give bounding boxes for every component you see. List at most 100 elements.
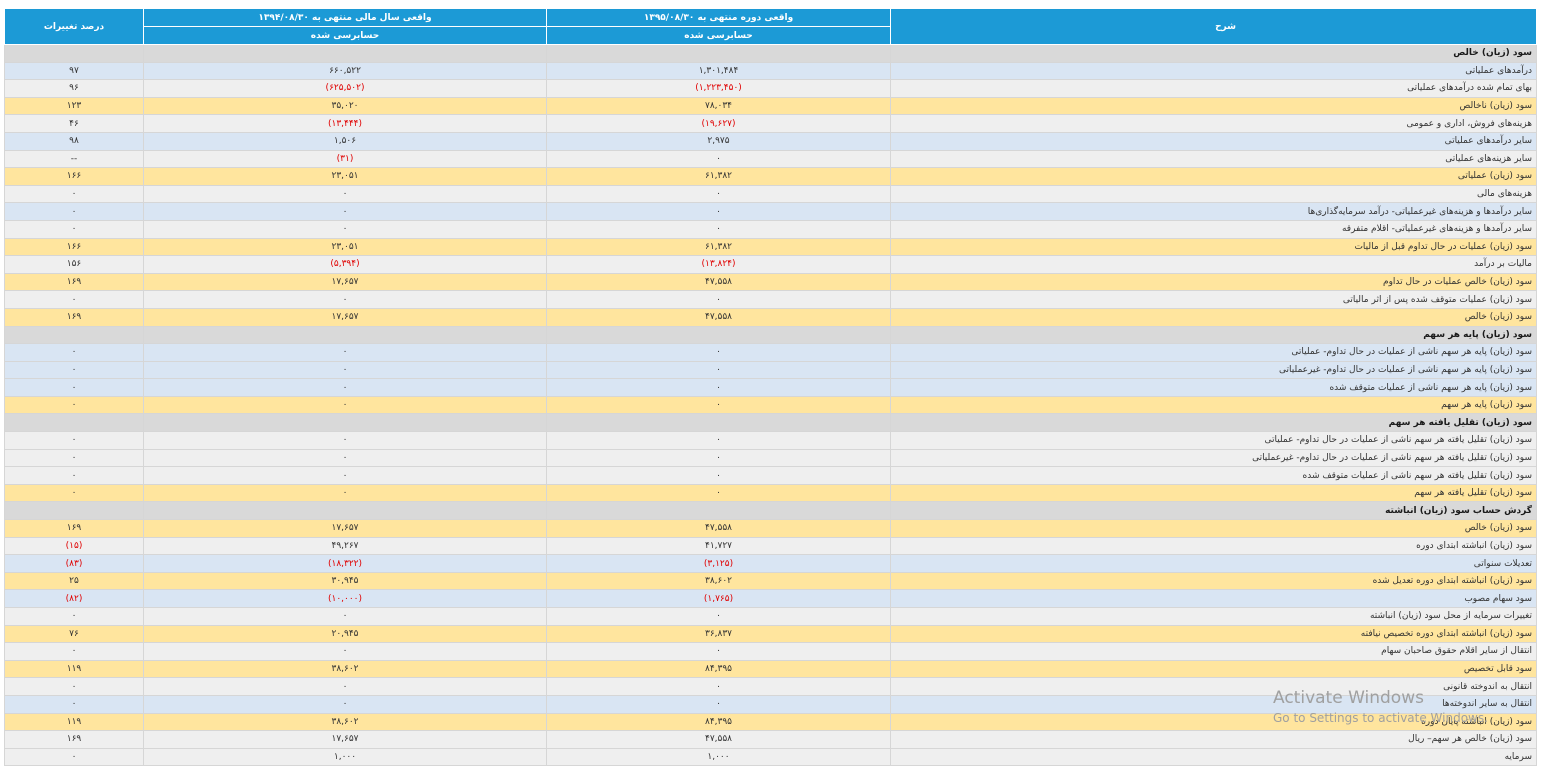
section-empty-col1 [546, 501, 891, 521]
table-row: هزینه‌های مالی ۰ ۰ ۰ [4, 184, 1537, 204]
table-header: شرح واقعی دوره منتهی به ۱۳۹۵/۰۸/۳۰ واقعی… [4, 8, 1537, 45]
row-description: سود (زیان) انباشته پایان دوره [890, 712, 1537, 732]
row-percent-change: ۱۱۹ [4, 659, 144, 679]
row-description: تعدیلات سنواتی [890, 554, 1537, 573]
row-value-period-1395: ۰ [546, 219, 891, 239]
row-percent-change: ۹۸ [4, 131, 144, 151]
row-description: سود (زیان) خالص هر سهم– ریال [890, 730, 1537, 749]
row-value-period-1395: ۰ [546, 378, 891, 397]
row-percent-change: ۴۶ [4, 114, 144, 133]
row-description: سود قابل تخصیص [890, 659, 1537, 679]
section-empty-col2 [143, 325, 547, 345]
row-description: سرمایه [890, 747, 1537, 767]
section-empty-col1 [546, 325, 891, 345]
row-value-period-1395: (۱,۲۲۳,۴۵۰) [546, 79, 891, 98]
row-description: سود (زیان) انباشته ابتدای دوره تعدیل شده [890, 571, 1537, 591]
row-description: سود (زیان) تقلیل یافته هر سهم [890, 483, 1537, 503]
table-row: سود (زیان) پایه هر سهم ناشی از عملیات در… [4, 360, 1537, 380]
section-empty-col1 [546, 44, 891, 63]
table-row: سود (زیان) ناخالص ۷۸,۰۳۴ ۳۵,۰۲۰ ۱۲۳ [4, 96, 1537, 116]
row-value-year-1394: ۳۰,۹۴۵ [143, 571, 547, 591]
table-row: سایر درآمدها و هزینه‌های غیرعملیاتی- درآ… [4, 202, 1537, 221]
table-row: سود (زیان) انباشته پایان دوره ۸۴,۳۹۵ ۳۸,۶۰… [4, 712, 1537, 732]
row-percent-change: ۹۷ [4, 61, 144, 81]
header-description: شرح [890, 8, 1537, 45]
row-value-period-1395: ۷۸,۰۳۴ [546, 96, 891, 116]
row-value-year-1394: ۲۳,۰۵۱ [143, 167, 547, 186]
table-row: سود (زیان) عملیات در حال تداوم قبل از ما… [4, 237, 1537, 257]
row-value-period-1395: ۳۸,۶۰۲ [546, 571, 891, 591]
table-row: مالیات بر درآمد (۱۳,۸۲۴) (۵,۳۹۴) ۱۵۶ [4, 255, 1537, 274]
row-value-period-1395: ۰ [546, 395, 891, 415]
table-row: سایر درآمدهای عملیاتی ۲,۹۷۵ ۱,۵۰۶ ۹۸ [4, 131, 1537, 151]
row-value-year-1394: ۰ [143, 431, 547, 450]
row-value-year-1394: ۱۷,۶۵۷ [143, 730, 547, 749]
row-value-year-1394: ۱۷,۶۵۷ [143, 519, 547, 538]
row-value-period-1395: ۴۷,۵۵۸ [546, 730, 891, 749]
row-value-year-1394: ۳۸,۶۰۲ [143, 659, 547, 679]
row-value-period-1395: (۱,۷۶۵) [546, 589, 891, 608]
row-description: سود (زیان) تقلیل یافته هر سهم ناشی از عم… [890, 466, 1537, 485]
row-description: درآمدهای عملیاتی [890, 61, 1537, 81]
row-value-period-1395: ۰ [546, 677, 891, 696]
row-percent-change: ۰ [4, 184, 144, 204]
row-value-period-1395: ۶۱,۳۸۲ [546, 167, 891, 186]
table-row: سود (زیان) خالص هر سهم– ریال ۴۷,۵۵۸ ۱۷,۶۵۷… [4, 730, 1537, 749]
table-row: سود (زیان) عملیاتی ۶۱,۳۸۲ ۲۳,۰۵۱ ۱۶۶ [4, 167, 1537, 186]
header-col2-title: واقعی سال مالی منتهی به ۱۳۹۴/۰۸/۳۰ [143, 8, 547, 27]
row-description: سایر درآمدهای عملیاتی [890, 131, 1537, 151]
row-percent-change: ۱۶۹ [4, 272, 144, 292]
table-row: هزینه‌های فروش، اداری و عمومی (۱۹,۶۲۷) (۱۳… [4, 114, 1537, 133]
row-description: بهای تمام شده درآمدهای عملیاتی [890, 79, 1537, 98]
row-description: سود (زیان) پایه هر سهم [890, 395, 1537, 415]
row-percent-change: ۰ [4, 431, 144, 450]
header-col1-title: واقعی دوره منتهی به ۱۳۹۵/۰۸/۳۰ [546, 8, 891, 27]
row-value-year-1394: ۰ [143, 290, 547, 309]
section-empty-pct [4, 44, 144, 63]
row-value-year-1394: ۴۹,۲۶۷ [143, 536, 547, 556]
row-description: سود (زیان) انباشته ابتدای دوره [890, 536, 1537, 556]
row-percent-change: ۷۶ [4, 624, 144, 644]
table-row: انتقال به اندوخته قانونی ۰ ۰ ۰ [4, 677, 1537, 696]
table-row: سود سهام مصوب (۱,۷۶۵) (۱۰,۰۰۰) (۸۲) [4, 589, 1537, 608]
row-value-year-1394: ۰ [143, 395, 547, 415]
header-row-1: شرح واقعی دوره منتهی به ۱۳۹۵/۰۸/۳۰ واقعی… [4, 8, 1537, 45]
row-value-year-1394: ۶۶۰,۵۲۲ [143, 61, 547, 81]
report-container: شرح واقعی دوره منتهی به ۱۳۹۵/۰۸/۳۰ واقعی… [4, 8, 1537, 767]
row-percent-change: ۱۶۶ [4, 167, 144, 186]
table-row: درآمدهای عملیاتی ۱,۳۰۱,۴۸۴ ۶۶۰,۵۲۲ ۹۷ [4, 61, 1537, 81]
row-percent-change: ۱۵۶ [4, 255, 144, 274]
table-row: سرمایه ۱,۰۰۰ ۱,۰۰۰ ۰ [4, 747, 1537, 767]
row-description: سود (زیان) خالص [890, 307, 1537, 327]
section-empty-col1 [546, 413, 891, 433]
row-description: مالیات بر درآمد [890, 255, 1537, 274]
table-row: سود (زیان) عملیات متوقف شده پس از اثر ما… [4, 290, 1537, 309]
table-row: سود (زیان) تقلیل یافته هر سهم ناشی از عم… [4, 448, 1537, 468]
row-percent-change: ۱۶۹ [4, 730, 144, 749]
row-value-period-1395: ۰ [546, 694, 891, 714]
row-description: سود (زیان) عملیاتی [890, 167, 1537, 186]
row-value-period-1395: ۴۷,۵۵۸ [546, 519, 891, 538]
row-description: سود (زیان) پایه هر سهم ناشی از عملیات در… [890, 360, 1537, 380]
row-value-year-1394: (۶۲۵,۵۰۲) [143, 79, 547, 98]
row-value-period-1395: ۰ [546, 184, 891, 204]
table-row: سود (زیان) انباشته ابتدای دوره تعدیل شده… [4, 571, 1537, 591]
row-value-period-1395: ۰ [546, 360, 891, 380]
table-row: سود (زیان) انباشته ابتدای دوره تخصیص نیا… [4, 624, 1537, 644]
row-percent-change: ۰ [4, 395, 144, 415]
row-value-period-1395: ۰ [546, 448, 891, 468]
row-value-period-1395: ۸۴,۳۹۵ [546, 659, 891, 679]
header-col1-sub: حسابرسی شده [546, 26, 891, 45]
section-empty-pct [4, 325, 144, 345]
row-description: سود (زیان) عملیات در حال تداوم قبل از ما… [890, 237, 1537, 257]
row-percent-change: -- [4, 149, 144, 169]
section-header-row: سود (زیان) خالص [4, 44, 1537, 63]
section-title: سود (زیان) خالص [890, 44, 1537, 63]
row-percent-change: ۰ [4, 360, 144, 380]
table-row: سود (زیان) انباشته ابتدای دوره ۴۱,۷۲۷ ۴۹,۲… [4, 536, 1537, 556]
row-value-period-1395: ۰ [546, 202, 891, 221]
row-value-period-1395: ۱,۳۰۱,۴۸۴ [546, 61, 891, 81]
row-description: سود (زیان) خالص [890, 519, 1537, 538]
row-description: سود (زیان) انباشته ابتدای دوره تخصیص نیا… [890, 624, 1537, 644]
row-description: هزینه‌های مالی [890, 184, 1537, 204]
